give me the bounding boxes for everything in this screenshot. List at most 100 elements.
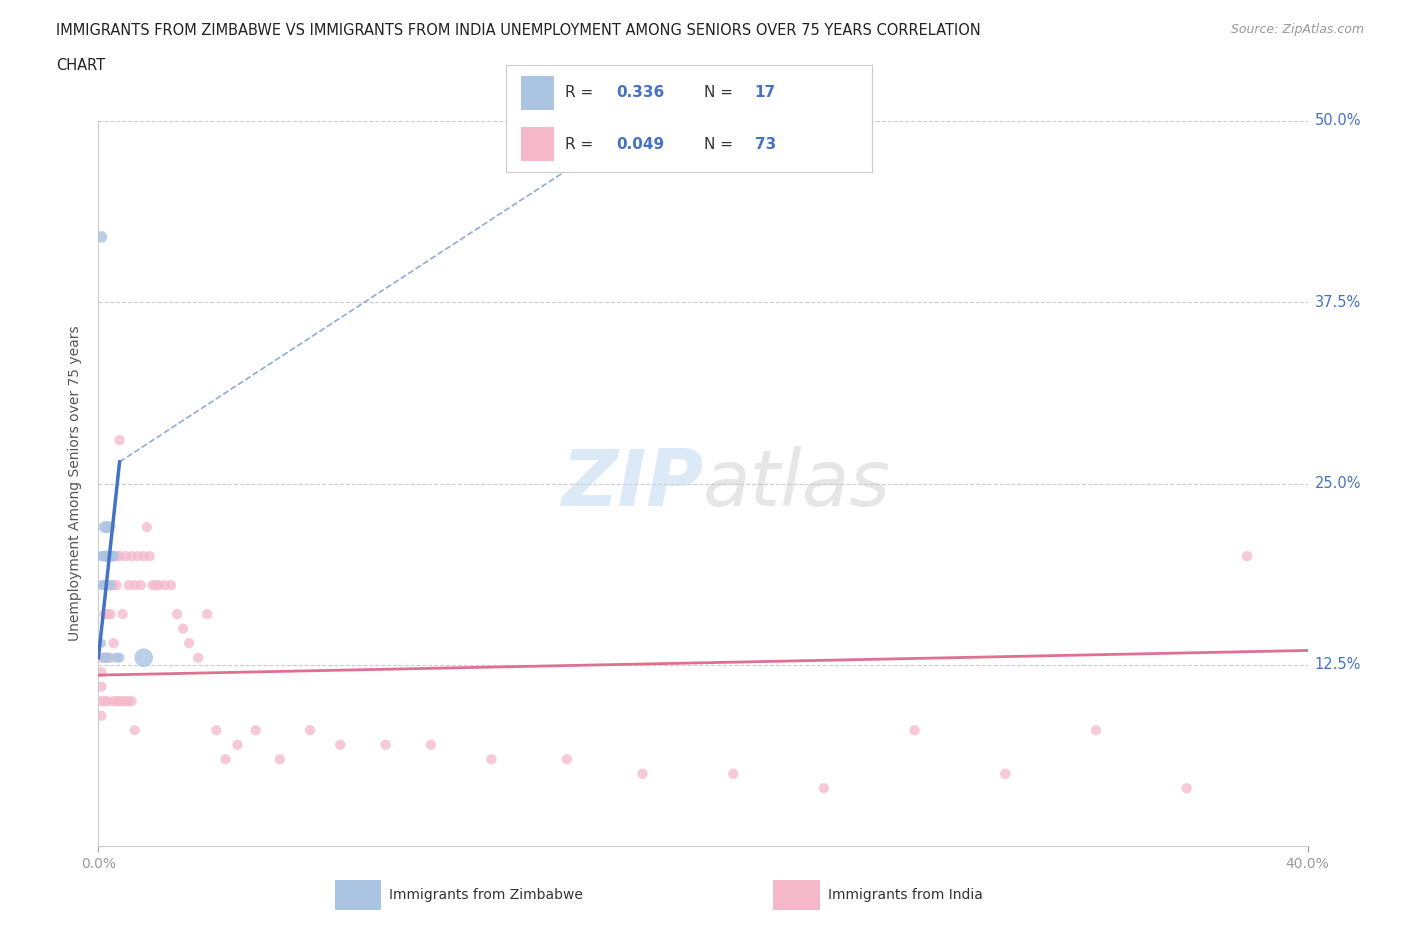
Point [245, 723, 267, 737]
Point [96, 650, 118, 665]
Point [90, 230, 112, 245]
Text: 50.0%: 50.0% [1315, 113, 1361, 128]
Point [1085, 723, 1108, 737]
Point [166, 606, 188, 621]
Point [93, 549, 115, 564]
Point [299, 723, 322, 737]
Text: CHART: CHART [56, 58, 105, 73]
Text: 17: 17 [755, 86, 776, 100]
Point [419, 737, 441, 752]
Point [100, 549, 122, 564]
Point [172, 621, 194, 636]
Point [93, 650, 115, 665]
Point [148, 578, 170, 592]
Point [121, 694, 143, 709]
Point [127, 549, 149, 564]
Point [111, 606, 134, 621]
Point [721, 766, 744, 781]
Text: 37.5%: 37.5% [1315, 295, 1361, 310]
Point [145, 578, 167, 592]
Point [90, 578, 112, 592]
Point [114, 694, 136, 709]
Point [108, 650, 131, 665]
Point [100, 549, 122, 564]
Point [90, 679, 112, 694]
Point [96, 606, 118, 621]
Point [105, 578, 128, 592]
Point [93, 520, 115, 535]
Text: atlas: atlas [703, 445, 891, 522]
Text: IMMIGRANTS FROM ZIMBABWE VS IMMIGRANTS FROM INDIA UNEMPLOYMENT AMONG SENIORS OVE: IMMIGRANTS FROM ZIMBABWE VS IMMIGRANTS F… [56, 23, 981, 38]
Point [1236, 549, 1258, 564]
Text: N =: N = [703, 86, 737, 100]
Point [121, 549, 143, 564]
Point [93, 694, 115, 709]
Point [96, 549, 118, 564]
Point [93, 549, 115, 564]
Point [153, 578, 176, 592]
Point [139, 549, 162, 564]
Point [177, 636, 201, 651]
Point [555, 751, 578, 766]
Point [269, 751, 291, 766]
Point [103, 636, 125, 651]
Point [103, 578, 125, 592]
Point [108, 694, 131, 709]
Point [90, 709, 112, 724]
Point [100, 650, 122, 665]
Text: 73: 73 [755, 137, 776, 152]
Text: 0.336: 0.336 [616, 86, 664, 100]
Point [108, 432, 131, 447]
Point [96, 549, 118, 564]
Point [114, 549, 136, 564]
Point [90, 549, 112, 564]
Point [103, 549, 125, 564]
Point [205, 723, 228, 737]
Text: Immigrants from Zimbabwe: Immigrants from Zimbabwe [389, 888, 583, 902]
Bar [335, 880, 381, 910]
Text: R =: R = [565, 137, 598, 152]
Point [93, 650, 115, 665]
Point [105, 549, 128, 564]
Text: N =: N = [703, 137, 737, 152]
Point [93, 606, 115, 621]
Point [118, 694, 141, 709]
Point [96, 650, 118, 665]
Text: 25.0%: 25.0% [1315, 476, 1361, 491]
Point [93, 578, 115, 592]
Point [132, 549, 155, 564]
Point [129, 578, 152, 592]
Point [118, 578, 141, 592]
Point [90, 650, 112, 665]
Point [481, 751, 503, 766]
Point [132, 650, 155, 665]
Point [100, 520, 122, 535]
Point [124, 723, 146, 737]
Point [100, 578, 122, 592]
Bar [520, 76, 554, 110]
Point [195, 606, 218, 621]
Point [135, 520, 157, 535]
Point [90, 694, 112, 709]
Text: R =: R = [565, 86, 598, 100]
Point [111, 694, 134, 709]
Text: 0.049: 0.049 [616, 137, 664, 152]
Bar [520, 127, 554, 162]
Text: ZIP: ZIP [561, 445, 703, 522]
Point [93, 578, 115, 592]
Point [105, 650, 128, 665]
Point [374, 737, 396, 752]
Y-axis label: Unemployment Among Seniors over 75 years: Unemployment Among Seniors over 75 years [69, 326, 83, 642]
Text: Source: ZipAtlas.com: Source: ZipAtlas.com [1230, 23, 1364, 36]
Point [1175, 781, 1198, 796]
Point [214, 751, 236, 766]
Point [103, 549, 125, 564]
Text: Immigrants from India: Immigrants from India [828, 888, 983, 902]
Bar [773, 880, 820, 910]
Point [813, 781, 835, 796]
Point [329, 737, 352, 752]
Point [124, 578, 146, 592]
Point [90, 636, 112, 651]
Point [187, 650, 209, 665]
Point [904, 723, 927, 737]
